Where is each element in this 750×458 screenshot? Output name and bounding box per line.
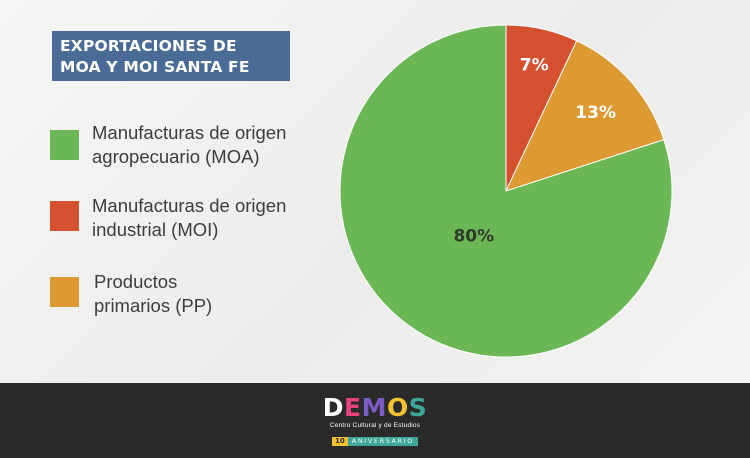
slice-label-pp: 13% bbox=[575, 103, 616, 123]
legend-swatch-pp bbox=[50, 277, 79, 307]
logo-letter: S bbox=[408, 393, 428, 422]
anniversary-text: ANIVERSARIO bbox=[347, 437, 418, 446]
chart-title-line-1: EXPORTACIONES DE bbox=[60, 37, 237, 55]
infographic-panel: EXPORTACIONES DE MOA Y MOI SANTA FE Manu… bbox=[0, 0, 750, 383]
slice-moa bbox=[339, 24, 673, 358]
logo-letter: O bbox=[386, 393, 409, 422]
legend-label-moa-line-2: agropecuario (MOA) bbox=[92, 146, 260, 167]
pie-chart: 7% 13% 80% bbox=[339, 24, 673, 358]
chart-title-box: EXPORTACIONES DE MOA Y MOI SANTA FE bbox=[52, 31, 290, 81]
legend-label-moi-line-1: Manufacturas de origen bbox=[92, 195, 287, 216]
legend-label-moa-line-1: Manufacturas de origen bbox=[92, 122, 287, 143]
chart-title-line-2: MOA Y MOI SANTA FE bbox=[60, 58, 250, 76]
pie-slices bbox=[339, 24, 673, 358]
legend-label-pp-line-1: Productos bbox=[94, 271, 178, 292]
slice-pp bbox=[505, 40, 665, 192]
logo-subtitle: Centro Cultural y de Estudios bbox=[329, 422, 421, 429]
legend-label-pp: Productos primarios (PP) bbox=[94, 270, 212, 318]
legend-label-pp-line-2: primarios (PP) bbox=[94, 295, 213, 316]
logo-letter: D bbox=[322, 393, 344, 422]
pie-labels: 7% 13% 80% bbox=[453, 56, 616, 247]
legend-label-moi: Manufacturas de origen industrial (MOI) bbox=[92, 194, 286, 242]
footer-bar: DEMOS Centro Cultural y de Estudios 10 A… bbox=[0, 383, 750, 458]
logo-letter: E bbox=[344, 393, 362, 422]
logo-wordmark: DEMOS bbox=[323, 395, 428, 421]
logo-letter: M bbox=[361, 393, 387, 422]
legend-swatch-moi bbox=[50, 201, 79, 231]
legend-label-moa: Manufacturas de origen agropecuario (MOA… bbox=[92, 121, 286, 169]
legend-swatch-moa bbox=[50, 130, 79, 160]
slice-label-moi: 7% bbox=[520, 56, 549, 76]
anniversary-number: 10 bbox=[332, 437, 348, 446]
anniversary-badge: 10 ANIVERSARIO bbox=[332, 437, 418, 446]
legend-label-moi-line-2: industrial (MOI) bbox=[92, 219, 219, 240]
slice-label-moa: 80% bbox=[453, 226, 494, 246]
demos-logo: DEMOS Centro Cultural y de Estudios 10 A… bbox=[310, 395, 440, 450]
